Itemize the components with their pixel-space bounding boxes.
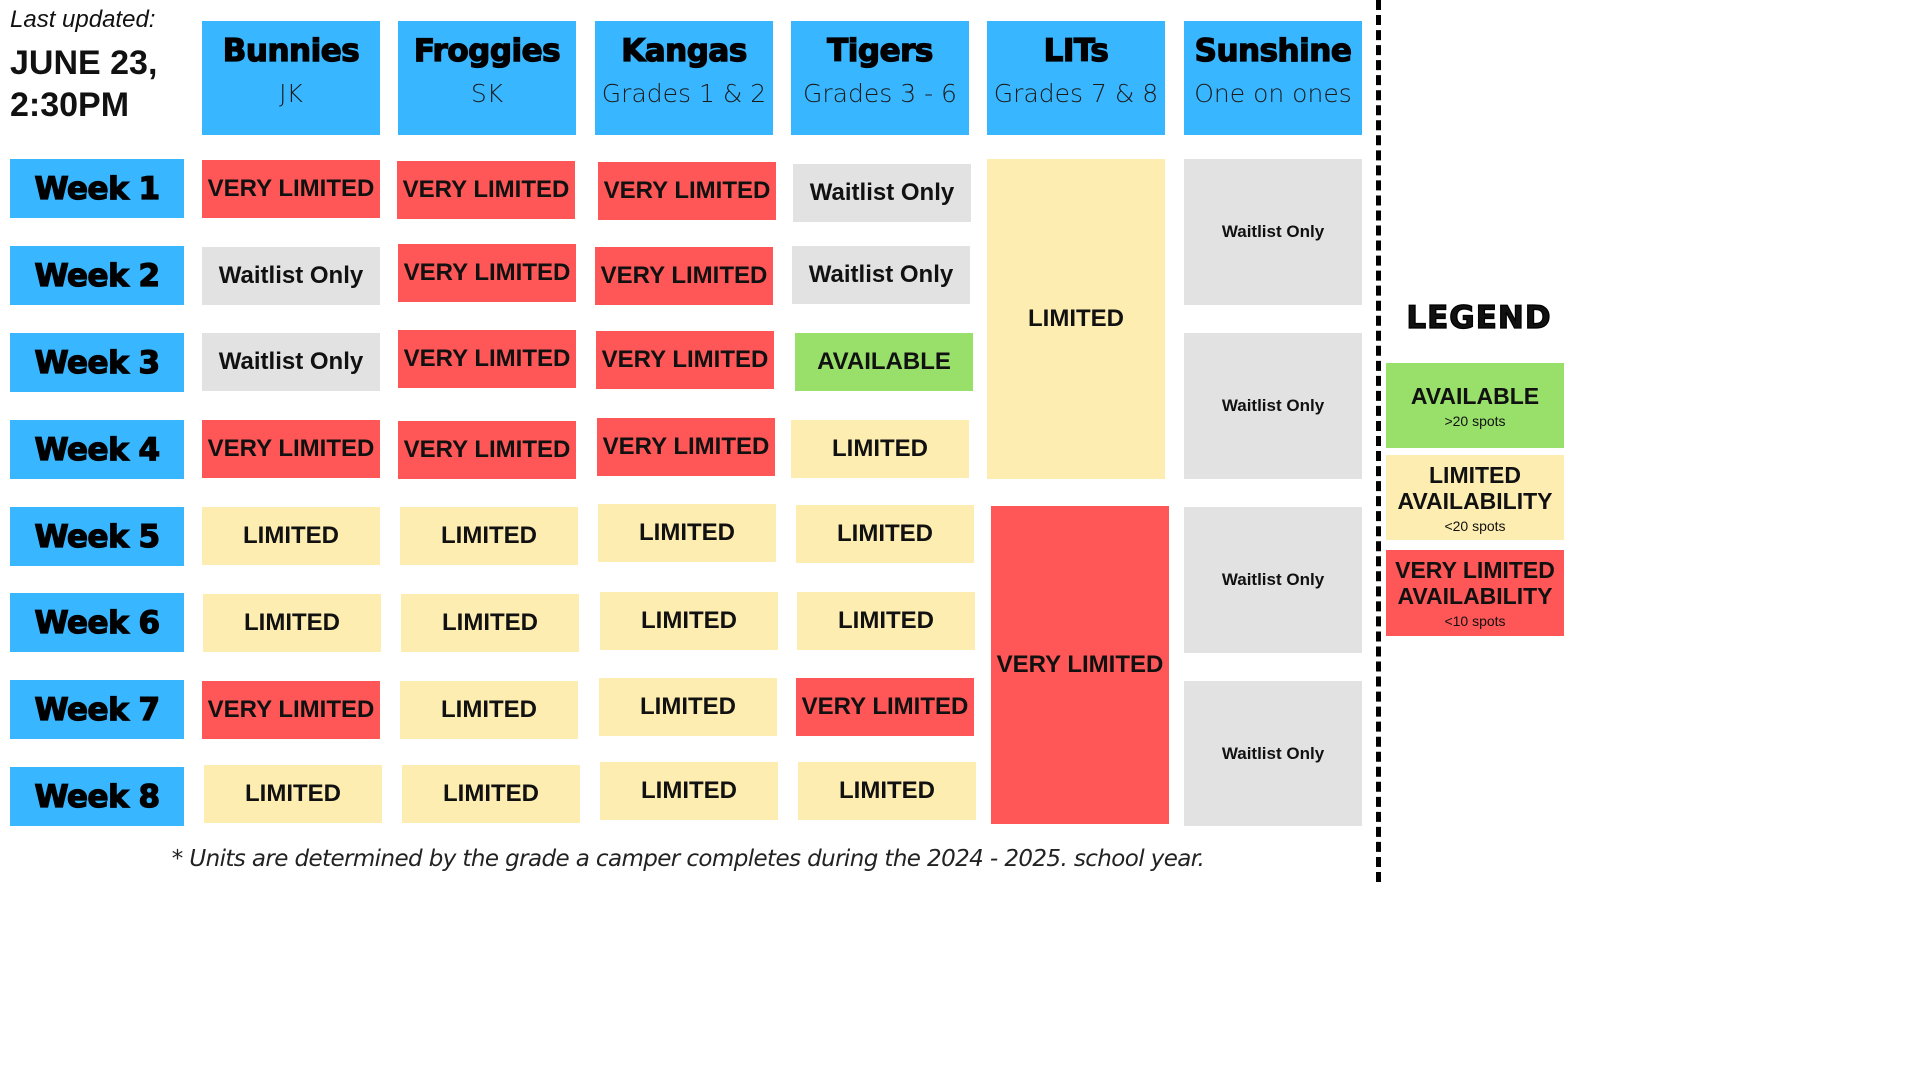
week-header-2: Week 2: [10, 246, 184, 305]
status-cell-tigers-week-3: AVAILABLE: [795, 333, 973, 391]
legend-item-limited: LIMITED AVAILABILITY <20 spots: [1386, 455, 1564, 540]
unit-header-kangas: Kangas Grades 1 & 2: [595, 21, 773, 135]
legend-sublabel: <20 spots: [1444, 517, 1506, 534]
legend-sublabel: <10 spots: [1444, 613, 1506, 629]
status-cell-bunnies-week-7: VERY LIMITED: [202, 681, 380, 739]
unit-grade: JK: [279, 79, 303, 108]
dashed-divider: [1376, 0, 1381, 882]
status-cell-froggies-week-7: LIMITED: [400, 681, 578, 739]
status-cell-kangas-week-1: VERY LIMITED: [598, 162, 776, 220]
status-cell-froggies-week-4: VERY LIMITED: [398, 421, 576, 479]
status-cell-tigers-week-4: LIMITED: [791, 420, 969, 478]
status-cell-kangas-week-6: LIMITED: [600, 592, 778, 650]
status-cell-bunnies-week-3: Waitlist Only: [202, 333, 380, 391]
status-cell-bunnies-week-4: VERY LIMITED: [202, 420, 380, 478]
week-header-3: Week 3: [10, 333, 184, 392]
status-cell-kangas-week-2: VERY LIMITED: [595, 247, 773, 305]
status-cell-bunnies-week-8: LIMITED: [204, 765, 382, 823]
status-cell-kangas-week-7: LIMITED: [599, 678, 777, 736]
legend-item-very-limited: VERY LIMITED AVAILABILITY <10 spots: [1386, 550, 1564, 636]
status-cell-froggies-week-3: VERY LIMITED: [398, 330, 576, 388]
status-cell-froggies-week-2: VERY LIMITED: [398, 244, 576, 302]
legend-label: LIMITED AVAILABILITY: [1397, 461, 1553, 514]
unit-header-bunnies: Bunnies JK: [202, 21, 380, 135]
unit-name: Froggies: [413, 32, 561, 69]
unit-header-lits: LITs Grades 7 & 8: [987, 21, 1165, 135]
unit-name: Kangas: [621, 32, 748, 69]
status-cell-froggies-week-6: LIMITED: [401, 594, 579, 652]
unit-grade: Grades 7 & 8: [993, 79, 1159, 108]
status-cell-froggies-week-8: LIMITED: [402, 765, 580, 823]
week-header-1: Week 1: [10, 159, 184, 218]
unit-name: Tigers: [826, 32, 934, 69]
unit-name: Sunshine: [1194, 32, 1353, 69]
status-cell-kangas-week-5: LIMITED: [598, 504, 776, 562]
status-cell-kangas-week-4: VERY LIMITED: [597, 418, 775, 476]
week-header-7: Week 7: [10, 680, 184, 739]
status-cell-bunnies-week-6: LIMITED: [203, 594, 381, 652]
week-header-5: Week 5: [10, 507, 184, 566]
status-cell-kangas-week-3: VERY LIMITED: [596, 331, 774, 389]
status-cell-tigers-week-1: Waitlist Only: [793, 164, 971, 222]
status-block-lits-weeks-1-4: LIMITED: [987, 159, 1165, 479]
status-cell-bunnies-week-5: LIMITED: [202, 507, 380, 565]
week-header-6: Week 6: [10, 593, 184, 652]
status-cell-froggies-week-1: VERY LIMITED: [397, 161, 575, 219]
legend-sublabel: >20 spots: [1444, 412, 1506, 429]
status-cell-bunnies-week-1: VERY LIMITED: [202, 160, 380, 218]
status-cell-tigers-week-6: LIMITED: [797, 592, 975, 650]
last-updated-label: Last updated:: [10, 6, 156, 33]
unit-name: LITs: [1043, 32, 1110, 69]
unit-grade: Grades 3 - 6: [803, 79, 957, 108]
status-block-sunshine-weeks-1-2: Waitlist Only: [1184, 159, 1362, 305]
week-header-4: Week 4: [10, 420, 184, 479]
status-cell-kangas-week-8: LIMITED: [600, 762, 778, 820]
status-cell-bunnies-week-2: Waitlist Only: [202, 247, 380, 305]
status-cell-tigers-week-8: LIMITED: [798, 762, 976, 820]
unit-grade: One on ones: [1194, 79, 1352, 108]
status-cell-tigers-week-7: VERY LIMITED: [796, 678, 974, 736]
unit-grade: Grades 1 & 2: [601, 79, 767, 108]
status-block-sunshine-weeks-5-6: Waitlist Only: [1184, 507, 1362, 653]
unit-header-sunshine: Sunshine One on ones: [1184, 21, 1362, 135]
unit-grade: SK: [470, 79, 504, 108]
footnote: * Units are determined by the grade a ca…: [171, 846, 1205, 872]
unit-name: Bunnies: [222, 32, 360, 69]
legend-label: AVAILABLE: [1410, 382, 1540, 409]
last-updated-value: JUNE 23, 2:30PM: [10, 44, 158, 124]
status-block-sunshine-weeks-7-8: Waitlist Only: [1184, 681, 1362, 826]
status-block-sunshine-weeks-3-4: Waitlist Only: [1184, 333, 1362, 479]
legend-item-available: AVAILABLE >20 spots: [1386, 363, 1564, 448]
legend-label: VERY LIMITED AVAILABILITY: [1395, 557, 1555, 609]
unit-header-tigers: Tigers Grades 3 - 6: [791, 21, 969, 135]
status-cell-tigers-week-5: LIMITED: [796, 505, 974, 563]
legend-title: LEGEND: [1406, 299, 1552, 336]
status-cell-tigers-week-2: Waitlist Only: [792, 246, 970, 304]
week-header-8: Week 8: [10, 767, 184, 826]
status-block-lits-weeks-5-8: VERY LIMITED: [991, 506, 1169, 824]
unit-header-froggies: Froggies SK: [398, 21, 576, 135]
status-cell-froggies-week-5: LIMITED: [400, 507, 578, 565]
